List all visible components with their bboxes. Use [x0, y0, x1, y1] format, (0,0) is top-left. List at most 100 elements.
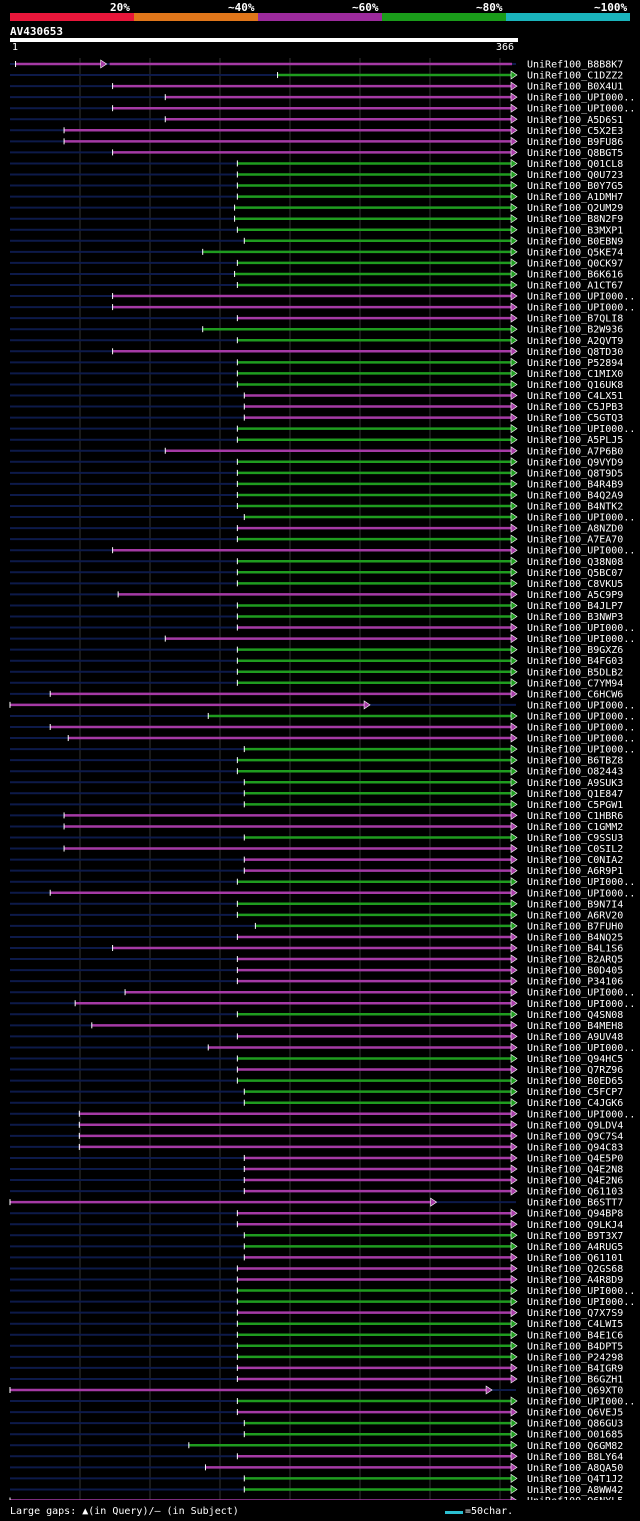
hit-row[interactable]: UniRef100_C4LX51	[10, 390, 623, 402]
hit-label[interactable]: UniRef100_C1MIX0	[527, 369, 623, 380]
hit-row[interactable]: UniRef100_UPI000..	[10, 877, 635, 888]
hit-row[interactable]: UniRef100_C9SSU3	[10, 832, 623, 844]
hit-row[interactable]: UniRef100_B0ED65	[10, 1076, 623, 1087]
hit-label[interactable]: UniRef100_B4NQ25	[527, 932, 623, 943]
hit-label[interactable]: UniRef100_UPI000..	[527, 877, 635, 888]
hit-row[interactable]: UniRef100_C5FCP7	[10, 1087, 623, 1098]
hit-label[interactable]: UniRef100_C1DZZ2	[527, 71, 623, 82]
hit-label[interactable]: UniRef100_UPI000..	[527, 711, 635, 722]
hit-row[interactable]: UniRef100_C1MIX0	[10, 368, 623, 380]
hit-row[interactable]: UniRef100_Q7X7S9	[10, 1308, 623, 1319]
hit-label[interactable]: UniRef100_UPI000..	[527, 623, 635, 634]
hit-row[interactable]: UniRef100_C5X2E3	[10, 125, 623, 137]
hit-row[interactable]: UniRef100_A4RUG5	[10, 1241, 623, 1253]
hit-row[interactable]: UniRef100_Q5KE74	[10, 247, 623, 258]
hit-label[interactable]: UniRef100_Q2GS68	[527, 1264, 623, 1275]
hit-label[interactable]: UniRef100_B2ARQ5	[527, 955, 623, 966]
hit-row[interactable]: UniRef100_UPI000..	[10, 888, 635, 899]
hit-row[interactable]: UniRef100_B0D405	[10, 965, 623, 977]
hit-label[interactable]: UniRef100_C4LX51	[527, 391, 623, 402]
hit-label[interactable]: UniRef100_Q01CL8	[527, 159, 623, 170]
hit-label[interactable]: UniRef100_A8WW42	[527, 1485, 623, 1496]
hit-row[interactable]: UniRef100_C1HBR6	[10, 810, 623, 822]
hit-label[interactable]: UniRef100_UPI000..	[527, 303, 635, 314]
hit-label[interactable]: UniRef100_C5FCP7	[527, 1087, 623, 1098]
hit-label[interactable]: UniRef100_Q7X7S9	[527, 1308, 623, 1319]
hit-row[interactable]: UniRef100_A6R9P1	[10, 866, 623, 877]
hit-row[interactable]: UniRef100_Q8T9D5	[10, 468, 623, 479]
hit-row[interactable]: UniRef100_Q94C83	[10, 1142, 623, 1153]
hit-row[interactable]: UniRef100_A1CT67	[10, 280, 623, 292]
hit-label[interactable]: UniRef100_Q9C7S4	[527, 1131, 623, 1142]
hit-row[interactable]: UniRef100_UPI000..	[9, 700, 635, 711]
hit-row[interactable]: UniRef100_C4JGK6	[10, 1098, 623, 1109]
hit-row[interactable]: UniRef100_A1DMH7	[10, 192, 623, 203]
hit-label[interactable]: UniRef100_P52894	[527, 358, 623, 369]
hit-label[interactable]: UniRef100_Q8TD30	[527, 347, 623, 358]
hit-label[interactable]: UniRef100_A5PLJ5	[527, 435, 623, 446]
hit-row[interactable]: UniRef100_Q4SN08	[10, 1009, 623, 1021]
hit-label[interactable]: UniRef100_UPI000..	[527, 634, 635, 645]
hit-label[interactable]: UniRef100_Q6GM82	[527, 1441, 623, 1452]
hit-label[interactable]: UniRef100_A9UV48	[527, 1032, 623, 1043]
hit-label[interactable]: UniRef100_Q9VYD9	[527, 457, 623, 468]
hit-label[interactable]: UniRef100_UPI000..	[527, 1109, 635, 1120]
hit-label[interactable]: UniRef100_B2W936	[527, 325, 623, 336]
hit-row[interactable]: UniRef100_UPI000..	[10, 1109, 635, 1120]
hit-label[interactable]: UniRef100_Q94BP8	[527, 1209, 623, 1220]
hit-row[interactable]: UniRef100_Q4T1J2	[10, 1473, 623, 1485]
hit-label[interactable]: UniRef100_Q2UM29	[527, 203, 623, 214]
hit-row[interactable]: UniRef100_C0SIL2	[10, 843, 623, 855]
hit-label[interactable]: UniRef100_B8N2F9	[527, 214, 623, 225]
hit-label[interactable]: UniRef100_C5PGW1	[527, 800, 623, 811]
hit-row[interactable]: UniRef100_UPI000..	[10, 711, 635, 722]
hit-label[interactable]: UniRef100_A1CT67	[527, 281, 623, 292]
hit-row[interactable]: UniRef100_B0EBN9	[10, 236, 623, 247]
hit-row[interactable]: UniRef100_UPI000..	[10, 634, 635, 645]
hit-label[interactable]: UniRef100_Q5KE74	[527, 247, 623, 258]
hit-row[interactable]: UniRef100_UPI000..	[10, 722, 635, 734]
hit-row[interactable]: UniRef100_B2W936	[10, 324, 623, 336]
hit-label[interactable]: UniRef100_Q4E5P0	[527, 1153, 623, 1164]
hit-row[interactable]: UniRef100_B6STT7	[9, 1197, 623, 1209]
hit-row[interactable]: UniRef100_A7EA70	[10, 534, 623, 546]
hit-label[interactable]: UniRef100_Q6VEJ5	[527, 1408, 623, 1419]
hit-label[interactable]: UniRef100_C4LWI5	[527, 1319, 623, 1330]
hit-row[interactable]: UniRef100_P52894	[10, 357, 623, 369]
hit-row[interactable]: UniRef100_C8VKU5	[10, 578, 623, 590]
hit-label[interactable]: UniRef100_A2QVT9	[527, 336, 623, 347]
hit-row[interactable]: UniRef100_A5D6S1	[10, 114, 623, 126]
hit-label[interactable]: UniRef100_O82443	[527, 767, 623, 778]
hit-label[interactable]: UniRef100_C0SIL2	[527, 844, 623, 855]
hit-label[interactable]: UniRef100_C4JGK6	[527, 1098, 623, 1109]
hit-label[interactable]: UniRef100_B0X4U1	[527, 82, 623, 93]
hit-row[interactable]: UniRef100_A8WW42	[10, 1484, 623, 1496]
hit-row[interactable]: UniRef100_B9N7I4	[10, 899, 623, 910]
hit-label[interactable]: UniRef100_Q9LDV4	[527, 1120, 623, 1131]
hit-label[interactable]: UniRef100_A1DMH7	[527, 192, 623, 203]
hit-row[interactable]: UniRef100_B6TBZ8	[10, 755, 623, 767]
hit-row[interactable]: UniRef100_UPI000..	[10, 622, 635, 634]
hit-label[interactable]: UniRef100_B4FG03	[527, 656, 623, 667]
hit-row[interactable]: UniRef100_Q9LKJ4	[10, 1219, 623, 1231]
hit-label[interactable]: UniRef100_Q94C83	[527, 1142, 623, 1153]
hit-label[interactable]: UniRef100_Q61103	[527, 1187, 623, 1198]
hit-label[interactable]: UniRef100_UPI000..	[527, 1043, 635, 1054]
hit-row[interactable]: UniRef100_Q7RZ96	[10, 1064, 623, 1076]
hit-label[interactable]: UniRef100_B4NTK2	[527, 502, 623, 513]
hit-label[interactable]: UniRef100_B3NWP3	[527, 612, 623, 623]
hit-row[interactable]: UniRef100_B9T3X7	[10, 1230, 623, 1242]
hit-label[interactable]: UniRef100_B4R4B9	[527, 479, 623, 490]
hit-label[interactable]: UniRef100_UPI000..	[527, 700, 635, 711]
hit-row[interactable]: UniRef100_B7FUH0	[10, 921, 623, 932]
hit-label[interactable]: UniRef100_P24298	[527, 1352, 623, 1363]
hit-row[interactable]: UniRef100_B9GXZ6	[10, 645, 623, 656]
hit-row[interactable]: UniRef100_B4R4B9	[10, 479, 623, 490]
hit-row[interactable]: UniRef100_A5C9P9	[10, 589, 623, 601]
hit-row[interactable]: UniRef100_B4MEH8	[10, 1020, 623, 1032]
hit-row[interactable]: UniRef100_C5GTQ3	[10, 413, 623, 424]
hit-label[interactable]: UniRef100_Q5BC07	[527, 568, 623, 579]
hit-row[interactable]: UniRef100_UPI000..	[10, 424, 635, 435]
hit-row[interactable]: UniRef100_B8N2F9	[10, 214, 623, 225]
hit-row[interactable]: UniRef100_B4IGR9	[10, 1363, 623, 1374]
